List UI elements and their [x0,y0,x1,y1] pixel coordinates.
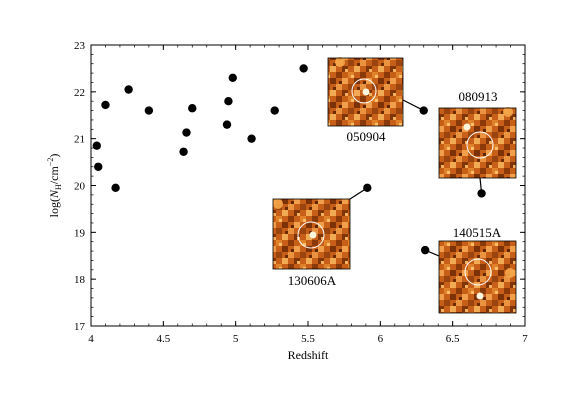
data-point [420,245,430,255]
inset-border [327,57,404,127]
y-axis: 17 18 19 20 21 22 23 [74,40,525,333]
data-point [111,183,120,193]
inset-source [476,292,484,300]
data-point [222,120,232,129]
inset-aperture-circle [464,258,492,286]
inset-label: 050904 [347,129,387,144]
inset-050904: 050904 [327,57,425,144]
y-axis-title: log(NH/cm−2) [46,154,63,218]
data-point [188,104,197,113]
x-axis-title: Redshift [288,348,329,362]
y-tick-label: 23 [74,40,86,52]
data-point [124,85,133,94]
inset-aperture-circle [466,131,494,159]
data-point [228,73,237,82]
x-tick-label: 5.5 [301,333,315,345]
inset-label: 140515A [453,225,502,240]
inset-140515A: 140515A [424,225,517,314]
inset-bright-spot [335,57,345,67]
inset-label: 130606A [288,273,337,288]
data-point [182,128,191,137]
data-point [179,147,188,156]
inset-label: 080913 [459,89,498,104]
y-title-subscript: H [54,184,63,190]
inset-bright-spot [505,268,515,278]
y-title-symbol: N [47,189,61,199]
inset-border [272,198,351,270]
data-point [94,162,103,171]
y-tick-label: 20 [74,181,86,193]
y-title-power: −2 [46,158,55,167]
y-tick-label: 17 [74,321,86,333]
x-tick-label: 6 [378,333,384,345]
inset-images: 050904 080913 130606A 140515A [272,57,517,314]
data-point [224,97,233,106]
y-title-suffix: ) [47,154,61,158]
x-tick-label: 4 [88,333,94,345]
inset-source [309,231,317,239]
x-tick-label: 6.5 [446,333,460,345]
x-tick-label: 4.5 [156,333,170,345]
inset-aperture-circle [351,78,377,104]
inset-130606A: 130606A [272,187,368,288]
data-point [144,106,154,115]
x-tick-label: 7 [522,333,528,345]
data-point [247,134,256,143]
data-point [92,141,101,150]
inset-080913: 080913 [438,89,517,194]
inset-image [439,108,516,178]
data-point [363,183,372,193]
inset-border [438,240,517,314]
y-tick-label: 22 [74,87,85,99]
y-title-unit: /cm [47,166,61,185]
data-points [92,64,486,255]
data-point [299,64,308,73]
data-point [270,106,279,115]
inset-bright-spot [503,107,513,117]
y-tick-label: 19 [74,227,86,239]
data-point [477,189,486,198]
inset-image [439,241,516,313]
data-point [419,106,428,115]
y-tick-label: 18 [74,274,86,286]
data-point [101,100,110,110]
x-tick-label: 5 [233,333,239,345]
inset-source [463,123,471,131]
y-title-prefix: log( [47,198,61,217]
inset-bright-spot [273,199,283,209]
inset-source [362,88,370,96]
y-tick-label: 21 [74,134,85,146]
inset-border [438,107,517,179]
inset-aperture-circle [297,221,325,249]
